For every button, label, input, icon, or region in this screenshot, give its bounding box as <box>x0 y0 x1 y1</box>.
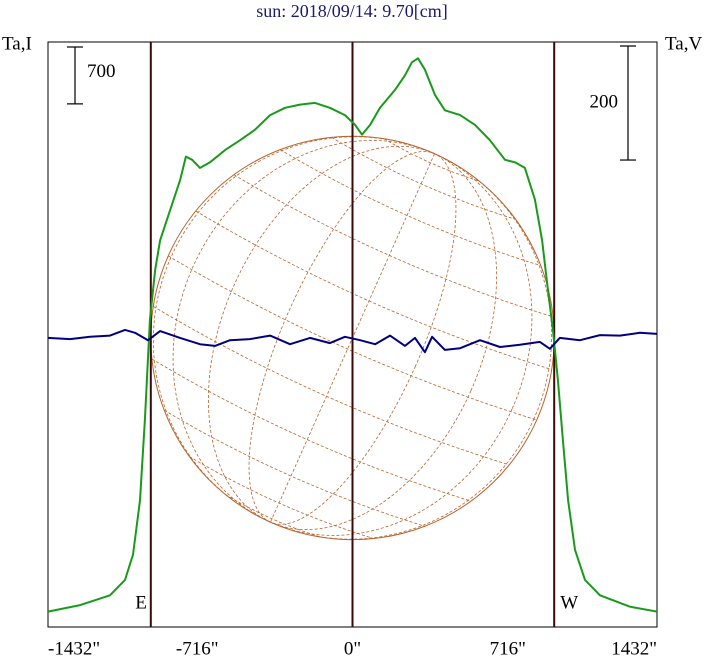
parallel <box>383 138 480 182</box>
limb-label: E <box>135 592 147 613</box>
x-tick-label: -1432" <box>48 638 100 659</box>
parallel <box>280 149 541 267</box>
parallel <box>163 409 425 527</box>
chart-title: sun: 2018/09/14: 9.70[cm] <box>256 1 448 21</box>
parallel <box>153 306 510 466</box>
series-line <box>47 328 658 354</box>
y-axis-label: Ta,I <box>2 33 32 54</box>
parallel <box>195 210 552 370</box>
x-tick-label: 0" <box>344 638 361 659</box>
limb-label: W <box>560 592 578 613</box>
series-line <box>47 57 658 613</box>
parallel <box>225 494 322 538</box>
x-tick-label: 716" <box>490 638 526 659</box>
meridian <box>208 145 497 530</box>
parallel <box>189 456 374 539</box>
y2-axis-label: Ta,V <box>665 33 702 54</box>
parallel <box>168 255 537 421</box>
scale-bar-label: 200 <box>590 91 619 112</box>
parallel <box>331 136 516 220</box>
scale-bar-label: 700 <box>87 61 116 82</box>
x-tick-label: 1432" <box>611 638 657 659</box>
parallel <box>233 174 554 318</box>
x-tick-label: -716" <box>176 638 219 659</box>
parallel <box>151 358 472 502</box>
